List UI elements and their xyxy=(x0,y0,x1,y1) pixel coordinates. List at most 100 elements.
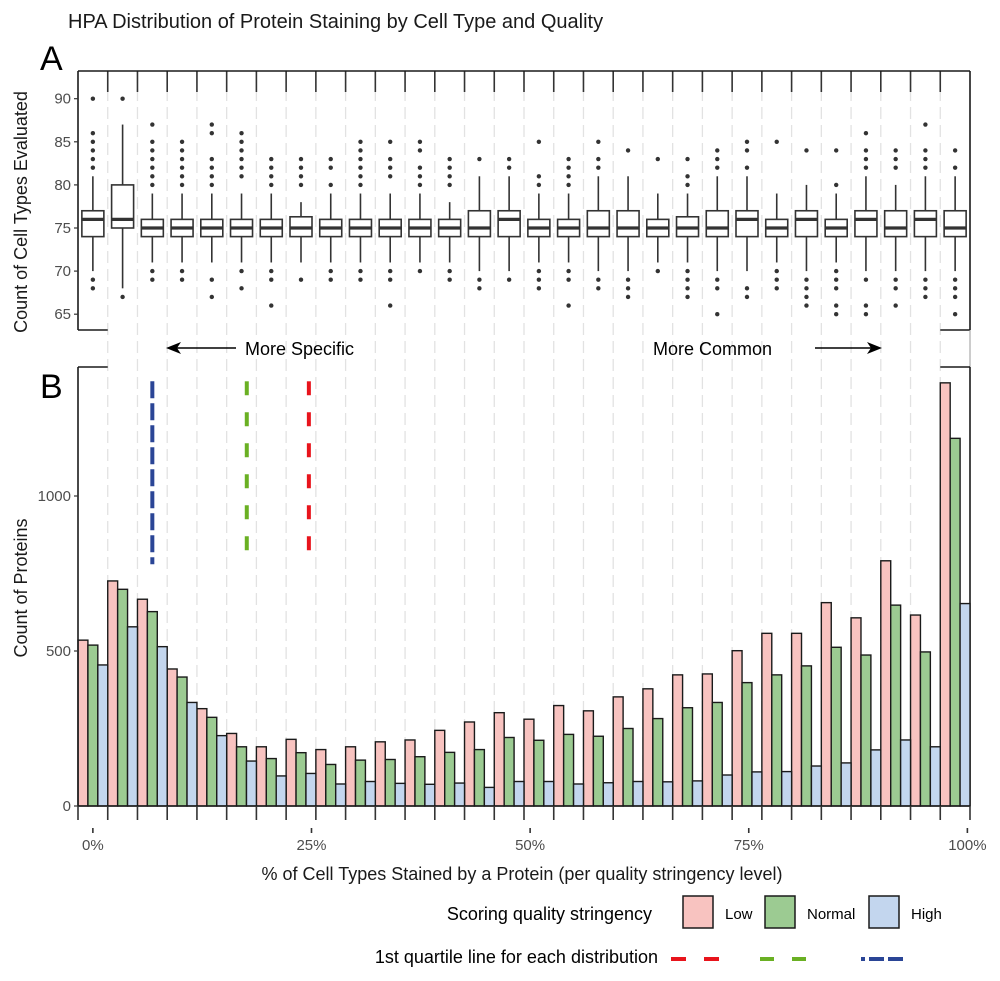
bar-normal xyxy=(444,751,456,807)
y-tick-label: 80 xyxy=(54,177,71,194)
bar-normal xyxy=(681,707,694,807)
bar-low xyxy=(582,710,595,807)
bar-high xyxy=(959,602,971,807)
outlier-point xyxy=(328,277,333,282)
outlier-point xyxy=(952,165,958,170)
outlier-point xyxy=(328,182,333,188)
bar-high xyxy=(216,734,228,807)
bar-normal xyxy=(741,681,753,807)
outlier-point xyxy=(120,96,125,101)
outlier-point xyxy=(269,174,274,179)
quartile-legend-high-dash xyxy=(888,957,903,961)
quartile-legend-high xyxy=(861,957,903,961)
outlier-point xyxy=(239,286,244,291)
boxplot xyxy=(764,139,789,291)
outlier-point xyxy=(566,268,571,274)
outlier-point xyxy=(417,139,423,144)
y-tick-label: 0 xyxy=(63,798,71,815)
outlier-point xyxy=(477,277,482,282)
outlier-point xyxy=(506,277,512,282)
outlier-point xyxy=(388,174,393,179)
box xyxy=(467,209,492,238)
quartile-legend-high-dash xyxy=(869,957,884,961)
quartile-legend-low-dash xyxy=(704,957,719,961)
bar-low xyxy=(344,746,357,807)
bar-high xyxy=(513,780,525,807)
y-tick-label: 75 xyxy=(54,220,71,237)
outlier-point xyxy=(715,286,720,291)
y-tick-label: 85 xyxy=(54,134,71,151)
bar-high xyxy=(453,782,466,807)
panel-b: 0 500 1000 0% 25% 50% 75% 100% xyxy=(38,366,987,854)
outlier-point xyxy=(744,139,750,144)
outlier-point xyxy=(596,139,601,144)
outlier-point xyxy=(923,286,928,291)
outlier-point xyxy=(566,174,571,179)
quartile-legend-high-dash xyxy=(861,957,865,961)
box xyxy=(854,209,878,238)
bar-normal xyxy=(622,727,634,807)
bar-low xyxy=(612,696,624,807)
boxplot xyxy=(378,139,403,308)
bar-normal xyxy=(919,651,932,807)
bar-normal xyxy=(533,739,545,807)
outlier-point xyxy=(298,174,304,179)
outlier-point xyxy=(90,130,96,136)
chart-title: HPA Distribution of Protein Staining by … xyxy=(68,11,603,33)
outlier-point xyxy=(239,165,244,170)
outlier-point xyxy=(804,303,809,308)
x-tick-label: 50% xyxy=(515,837,545,854)
outlier-point xyxy=(90,156,96,162)
outlier-point xyxy=(596,286,601,291)
bar-normal xyxy=(116,588,129,807)
bar-high xyxy=(662,781,674,807)
bar-high xyxy=(751,771,763,807)
outlier-point xyxy=(923,156,928,162)
quartile-legend-normal-dash xyxy=(760,957,774,961)
outlier-point xyxy=(596,277,601,282)
more-common-label: More Common xyxy=(653,339,772,359)
bar-low xyxy=(850,617,862,807)
bar-normal xyxy=(652,717,664,807)
outlier-point xyxy=(863,148,869,153)
bar-low xyxy=(761,632,773,807)
outlier-point xyxy=(179,182,185,188)
bar-low xyxy=(166,668,178,807)
panel-b-label: B xyxy=(40,368,63,406)
outlier-point xyxy=(90,165,96,170)
outlier-point xyxy=(566,165,571,170)
bar-high xyxy=(186,701,198,807)
outlier-point xyxy=(506,156,512,162)
boxplot xyxy=(616,148,640,300)
outlier-point xyxy=(358,174,363,179)
outlier-point xyxy=(417,182,423,188)
outlier-point xyxy=(536,286,542,291)
quartile-legend-title: 1st quartile line for each distribution xyxy=(375,947,658,967)
outlier-point xyxy=(952,286,958,291)
outlier-point xyxy=(863,156,869,162)
outlier-point xyxy=(923,122,928,127)
bar-high xyxy=(97,664,109,807)
bar-high xyxy=(780,770,793,807)
legend-swatch-low xyxy=(682,895,714,929)
bar-low xyxy=(939,382,951,807)
outlier-point xyxy=(863,312,869,317)
outlier-point xyxy=(715,312,720,317)
outlier-point xyxy=(150,182,155,188)
outlier-point xyxy=(774,268,779,274)
outlier-point xyxy=(923,277,928,282)
bar-normal xyxy=(711,701,723,807)
boxplot xyxy=(705,148,730,317)
bar-high xyxy=(810,765,823,807)
outlier-point xyxy=(893,303,898,308)
outlier-point xyxy=(744,294,750,300)
bar-low xyxy=(404,739,416,807)
bar-low xyxy=(196,707,208,807)
outlier-point xyxy=(269,165,274,170)
box xyxy=(943,209,967,238)
outlier-point xyxy=(179,156,185,162)
boxplot xyxy=(675,156,700,300)
bar-low xyxy=(731,649,743,807)
outlier-point xyxy=(269,156,274,162)
box xyxy=(794,209,819,238)
